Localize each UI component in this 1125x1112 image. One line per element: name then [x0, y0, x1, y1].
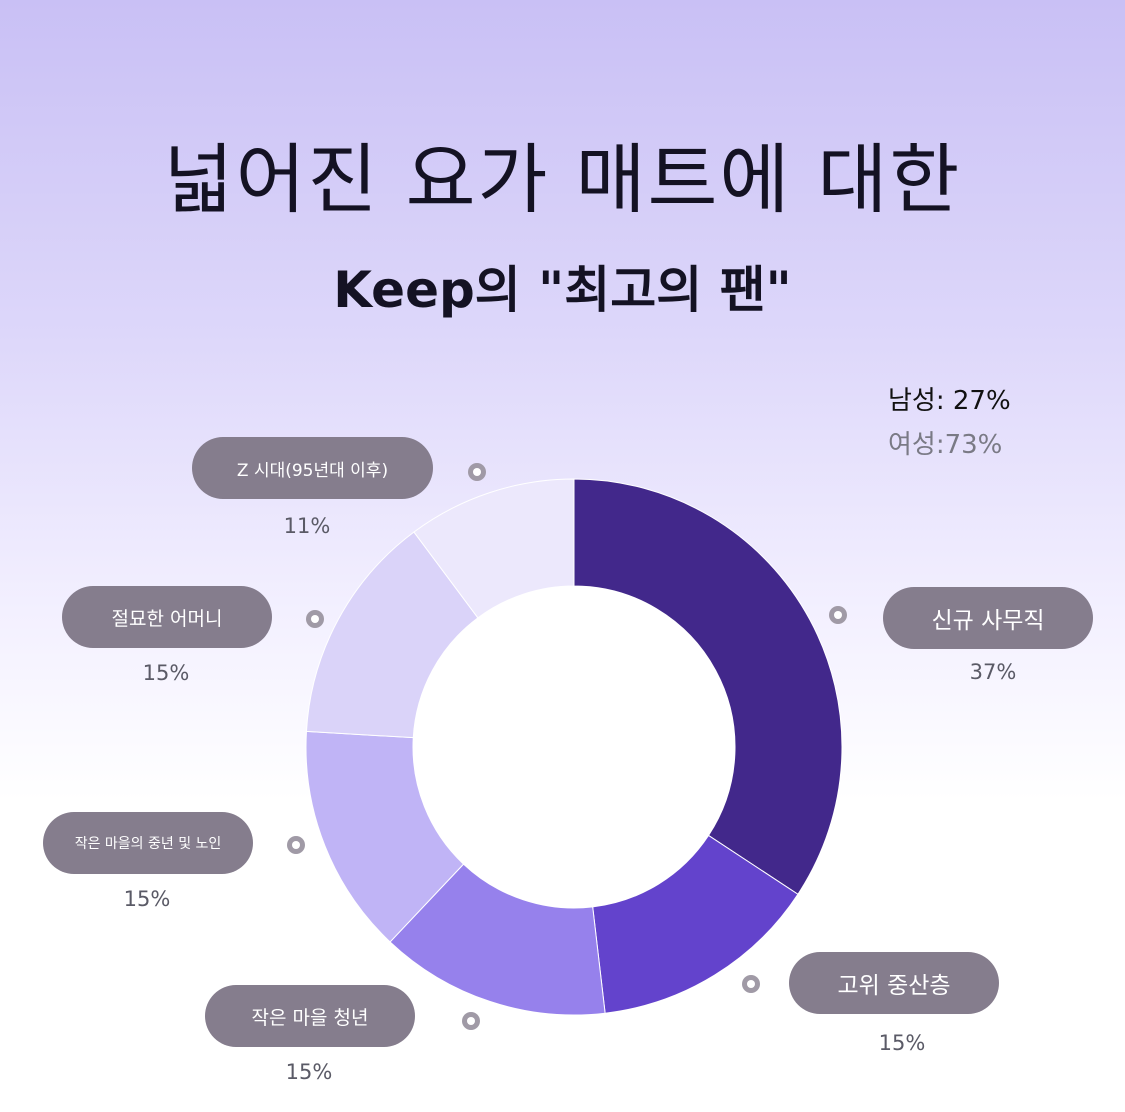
value-label-2: 15%: [285, 1060, 333, 1084]
chart-subtitle: Keep의 "최고의 팬": [333, 261, 792, 319]
category-label-4: 절묘한 어머니: [62, 586, 272, 648]
category-label-1: 고위 중산층: [789, 952, 999, 1014]
chart-title: 넓어진 요가 매트에 대한: [163, 135, 962, 224]
category-label-5: Z 시대(95년대 이후): [192, 437, 433, 499]
category-label-2: 작은 마을 청년: [205, 985, 415, 1047]
value-label-1: 15%: [878, 1031, 926, 1055]
value-label-5: 11%: [283, 514, 331, 538]
legend-marker-0: [829, 606, 847, 624]
category-label-0: 신규 사무직: [883, 587, 1093, 649]
donut-hole: [413, 586, 735, 908]
value-label-3: 15%: [123, 887, 171, 911]
legend-marker-4: [306, 610, 324, 628]
category-label-3: 작은 마을의 중년 및 노인: [43, 812, 253, 874]
legend-marker-3: [287, 836, 305, 854]
legend-marker-1: [742, 975, 760, 993]
value-label-0: 37%: [969, 660, 1017, 684]
female-ratio-label: 여성:73%: [888, 430, 1003, 460]
male-ratio-label: 남성: 27%: [888, 386, 1011, 416]
value-label-4: 15%: [142, 661, 190, 685]
legend-marker-2: [462, 1012, 480, 1030]
legend-marker-5: [468, 463, 486, 481]
